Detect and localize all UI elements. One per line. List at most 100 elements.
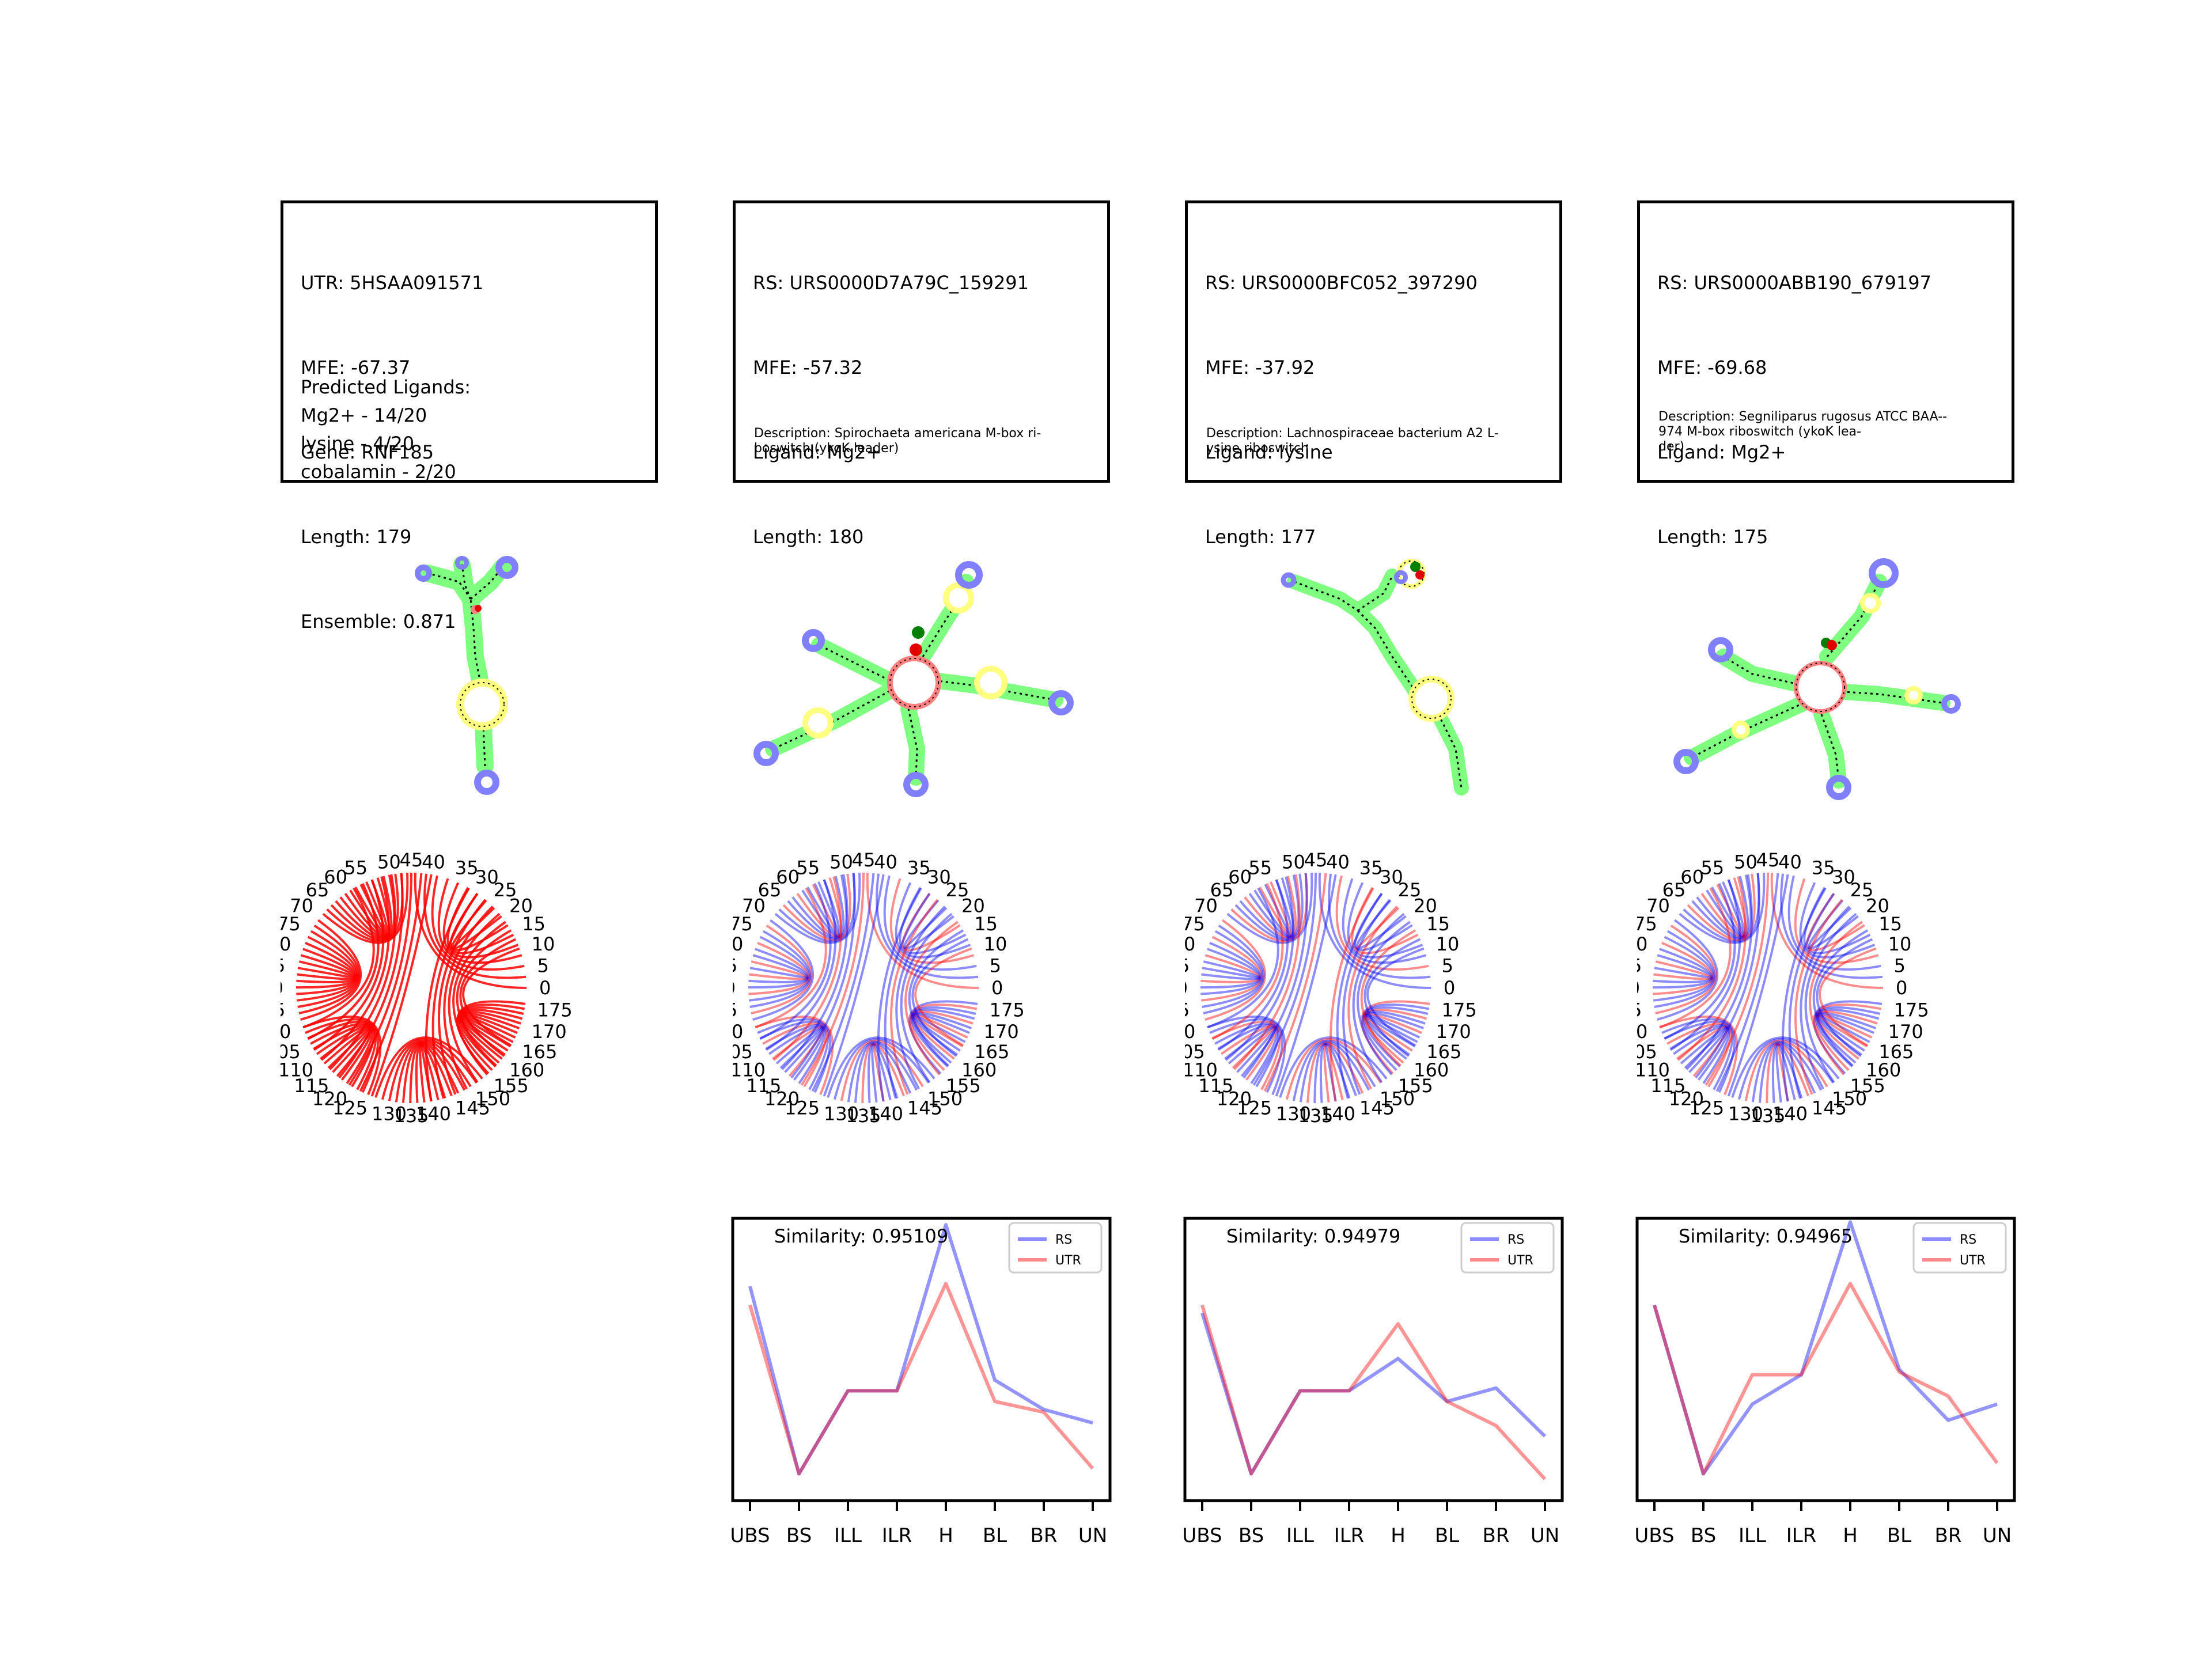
arc-link (866, 873, 979, 989)
end-marker-3p (1415, 570, 1425, 579)
arc-link (1677, 876, 1747, 1061)
arc-tick-label: 50 (830, 853, 853, 873)
arc-tick-label: 15 (1426, 913, 1450, 935)
arc-link (1706, 879, 1745, 938)
arc-tick-label: 135 (1750, 1105, 1785, 1127)
arc-tick-label: 130 (1276, 1103, 1311, 1125)
arc-link (1669, 1024, 1730, 1084)
arc-tick-label: 115 (746, 1075, 781, 1097)
arc-link (1226, 873, 1313, 944)
arc-link (1201, 960, 1260, 980)
arc-tick-label: 110 (281, 1059, 313, 1081)
arc-tick-label: 55 (1700, 857, 1724, 878)
arc-link (1355, 899, 1407, 950)
arc-tick-label: 125 (1237, 1097, 1272, 1119)
end-marker-3p (1827, 640, 1837, 650)
arc-tick-label: 55 (796, 857, 820, 878)
arc-link (359, 873, 423, 1092)
arc-link (1744, 1039, 1828, 1101)
arc-link (1655, 925, 1717, 1015)
info-lines: RS: URS0000D7A79C_159291 MFE: -57.32 Lig… (753, 213, 1029, 608)
arc-tick-label: 5 (1894, 955, 1906, 977)
arc-tick-label: 130 (824, 1103, 859, 1125)
info-box-rs-2: RS: URS0000BFC052_397290 MFE: -37.92 Lig… (1185, 200, 1562, 548)
arc-link (779, 1027, 823, 1069)
arc-link (1814, 1003, 1882, 1071)
x-tick-label: BS (1691, 1524, 1716, 1547)
arc-tick-label: 0 (991, 977, 1003, 999)
arc-tick-label: 20 (961, 895, 985, 916)
arc-link (1803, 887, 1871, 955)
x-tick-label: ILL (1286, 1524, 1314, 1547)
arc-tick-label: 155 (1850, 1075, 1885, 1097)
arc-link (759, 882, 832, 1040)
legend-label: UTR (1508, 1253, 1533, 1268)
arc-tick-label: 145 (1812, 1097, 1847, 1119)
arc-link (895, 906, 946, 1090)
x-tick-label: H (938, 1524, 953, 1547)
arc-link (338, 873, 404, 1079)
arc-tick-label: 100 (1637, 1021, 1647, 1043)
structure-plot-rs-3 (1673, 558, 1961, 800)
arc-link (452, 921, 506, 1075)
arc-tick-label: 20 (509, 895, 533, 916)
arc-link (437, 878, 522, 964)
arc-link (908, 1000, 978, 1074)
series-line-rs (1200, 1312, 1547, 1476)
arc-link (1313, 1042, 1357, 1104)
end-marker-5p (1410, 562, 1421, 572)
arc-link (425, 887, 470, 1102)
similarity-annotation: Similarity: 0.94965 (1679, 1225, 1853, 1247)
arc-link (1664, 1020, 1734, 1090)
arc-link (801, 879, 841, 938)
info-box-utr: UTR: 5HSAA091571 MFE: -67.37 Gene: RNF18… (281, 200, 658, 632)
arc-tick-label: 70 (290, 895, 313, 916)
structure-plot-rs-1 (753, 561, 1074, 797)
arc-link (1654, 930, 1716, 1008)
arc-tick-label: 45 (1756, 853, 1780, 871)
arc-link (438, 899, 487, 1095)
arc-link (812, 884, 839, 937)
x-tick-label: ILL (1738, 1524, 1766, 1547)
arc-link (1365, 1013, 1421, 1048)
arc-tick-label: 135 (393, 1105, 429, 1127)
x-tick-label: BR (1031, 1524, 1058, 1547)
arc-tick-label: 125 (785, 1097, 820, 1119)
arc-link (847, 1040, 918, 1103)
arc-link (1299, 1040, 1370, 1103)
arc-link (1816, 938, 1873, 1057)
arc-link (904, 921, 959, 1075)
arc-tick-label: 160 (1414, 1059, 1449, 1081)
arc-tick-label: 95 (1637, 999, 1642, 1021)
hairpin-loop (495, 556, 518, 579)
info-line: Ligand: Mg2+ (753, 441, 882, 463)
arc-tick-label: 120 (312, 1088, 347, 1109)
arc-link (1357, 921, 1411, 1075)
arc-link (1211, 1020, 1282, 1090)
predicted-ligands-title: Predicted Ligands: (301, 376, 471, 398)
arc-link (414, 873, 527, 989)
arc-link (1207, 1015, 1286, 1096)
arc-tick-label: 30 (475, 866, 499, 888)
arc-tick-label: 0 (1444, 977, 1455, 999)
arc-tick-label: 105 (1185, 1041, 1205, 1063)
arc-link (1225, 876, 1295, 1061)
arc-tick-label: 115 (294, 1075, 329, 1097)
arc-link (840, 1039, 924, 1101)
arc-tick-label: 60 (1228, 866, 1252, 888)
arc-link (1253, 879, 1293, 938)
arc-link (772, 1026, 824, 1077)
tick-label-group: 0510152025303540455055606570758085909510… (281, 853, 573, 1127)
arc-tick-label: 50 (377, 853, 401, 873)
arc-tick-label: 45 (852, 853, 876, 871)
arc-link (861, 1042, 905, 1104)
arc-link (902, 893, 961, 952)
arc-link (1234, 873, 1304, 941)
arc-tick-label: 95 (1185, 999, 1190, 1021)
arc-tick-label: 135 (1298, 1105, 1333, 1127)
arc-tick-label: 150 (1380, 1088, 1415, 1109)
arc-link (1770, 873, 1884, 989)
arc-tick-label: 155 (1398, 1075, 1433, 1097)
arc-link (1661, 1018, 1736, 1093)
x-tick-label: BR (1483, 1524, 1510, 1547)
